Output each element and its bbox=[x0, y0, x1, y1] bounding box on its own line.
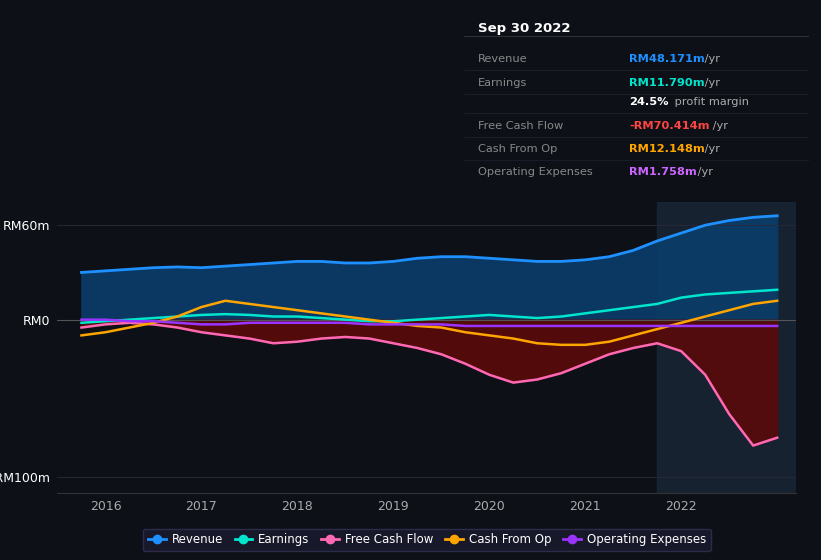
Text: Cash From Op: Cash From Op bbox=[478, 144, 557, 154]
Text: /yr: /yr bbox=[694, 167, 713, 177]
Bar bbox=[658, 202, 796, 493]
Text: -RM70.414m: -RM70.414m bbox=[630, 120, 710, 130]
Legend: Revenue, Earnings, Free Cash Flow, Cash From Op, Operating Expenses: Revenue, Earnings, Free Cash Flow, Cash … bbox=[143, 529, 711, 551]
Text: /yr: /yr bbox=[701, 54, 720, 64]
Text: Earnings: Earnings bbox=[478, 77, 527, 87]
Text: RM48.171m: RM48.171m bbox=[630, 54, 705, 64]
Text: RM1.758m: RM1.758m bbox=[630, 167, 697, 177]
Text: /yr: /yr bbox=[709, 120, 727, 130]
Text: Revenue: Revenue bbox=[478, 54, 527, 64]
Text: Sep 30 2022: Sep 30 2022 bbox=[478, 22, 570, 35]
Text: 24.5%: 24.5% bbox=[630, 97, 669, 107]
Text: RM11.790m: RM11.790m bbox=[630, 77, 705, 87]
Text: /yr: /yr bbox=[701, 144, 720, 154]
Text: profit margin: profit margin bbox=[671, 97, 749, 107]
Text: RM12.148m: RM12.148m bbox=[630, 144, 705, 154]
Text: Operating Expenses: Operating Expenses bbox=[478, 167, 593, 177]
Text: Free Cash Flow: Free Cash Flow bbox=[478, 120, 563, 130]
Text: /yr: /yr bbox=[701, 77, 720, 87]
